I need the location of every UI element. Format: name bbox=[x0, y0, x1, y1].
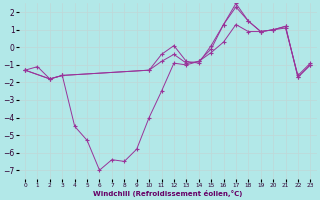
X-axis label: Windchill (Refroidissement éolien,°C): Windchill (Refroidissement éolien,°C) bbox=[93, 190, 242, 197]
